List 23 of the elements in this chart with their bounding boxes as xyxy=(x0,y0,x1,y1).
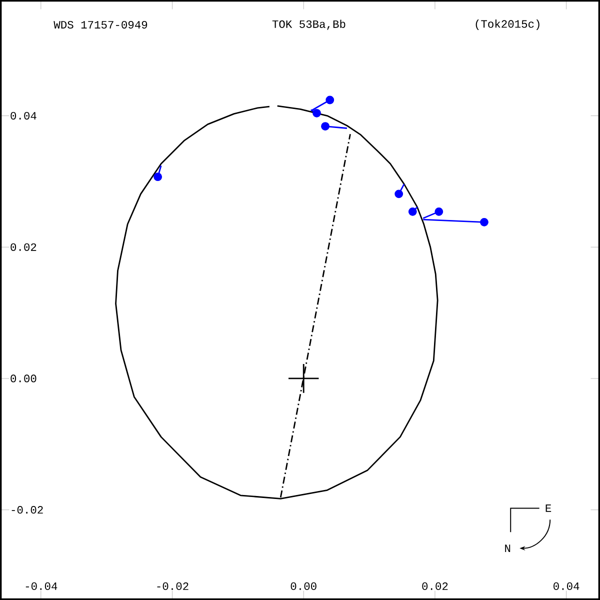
point xyxy=(408,207,417,216)
y-tick-label: -0.02 xyxy=(12,506,43,514)
x-tick-label: 0.04 xyxy=(554,582,580,590)
point xyxy=(321,122,330,130)
point xyxy=(154,172,162,182)
point xyxy=(434,207,444,216)
x-tick-label: 0.02 xyxy=(422,582,448,590)
y-tick-label: 0.02 xyxy=(10,243,36,251)
x-tick-label: -0.02 xyxy=(157,582,188,590)
point xyxy=(480,218,488,226)
point xyxy=(326,96,334,104)
x-tick-label: -0.04 xyxy=(26,582,58,590)
annotation: N xyxy=(505,544,510,552)
y-tick-label: 0.00 xyxy=(10,374,36,382)
point xyxy=(312,108,321,118)
x-tick-label: 0.00 xyxy=(290,582,316,590)
text: TOK 53Ba,Bb xyxy=(272,20,346,30)
annotation: E xyxy=(546,504,552,512)
text: WDS 17157-0949 xyxy=(54,20,148,29)
annotation: (Tok2015c) xyxy=(476,20,540,30)
y-tick-label: 0.04 xyxy=(10,112,36,120)
line-series xyxy=(115,105,438,500)
point xyxy=(394,190,404,198)
